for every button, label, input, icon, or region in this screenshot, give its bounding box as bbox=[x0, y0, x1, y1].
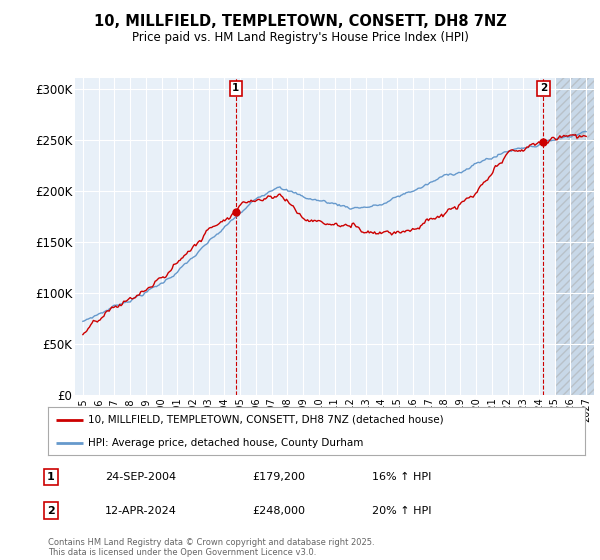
Text: 10, MILLFIELD, TEMPLETOWN, CONSETT, DH8 7NZ (detached house): 10, MILLFIELD, TEMPLETOWN, CONSETT, DH8 … bbox=[88, 415, 444, 425]
Text: £248,000: £248,000 bbox=[252, 506, 305, 516]
Text: 16% ↑ HPI: 16% ↑ HPI bbox=[372, 472, 431, 482]
Text: 10, MILLFIELD, TEMPLETOWN, CONSETT, DH8 7NZ: 10, MILLFIELD, TEMPLETOWN, CONSETT, DH8 … bbox=[94, 14, 506, 29]
Text: £179,200: £179,200 bbox=[252, 472, 305, 482]
Text: Price paid vs. HM Land Registry's House Price Index (HPI): Price paid vs. HM Land Registry's House … bbox=[131, 31, 469, 44]
Text: 2: 2 bbox=[47, 506, 55, 516]
Text: 1: 1 bbox=[47, 472, 55, 482]
Text: HPI: Average price, detached house, County Durham: HPI: Average price, detached house, Coun… bbox=[88, 438, 364, 448]
Text: 24-SEP-2004: 24-SEP-2004 bbox=[105, 472, 176, 482]
Text: 12-APR-2024: 12-APR-2024 bbox=[105, 506, 177, 516]
Text: 20% ↑ HPI: 20% ↑ HPI bbox=[372, 506, 431, 516]
Text: 2: 2 bbox=[540, 83, 547, 93]
Text: Contains HM Land Registry data © Crown copyright and database right 2025.
This d: Contains HM Land Registry data © Crown c… bbox=[48, 538, 374, 557]
Bar bbox=[554, 78, 594, 395]
Bar bbox=[554, 78, 594, 395]
Text: 1: 1 bbox=[232, 83, 239, 93]
